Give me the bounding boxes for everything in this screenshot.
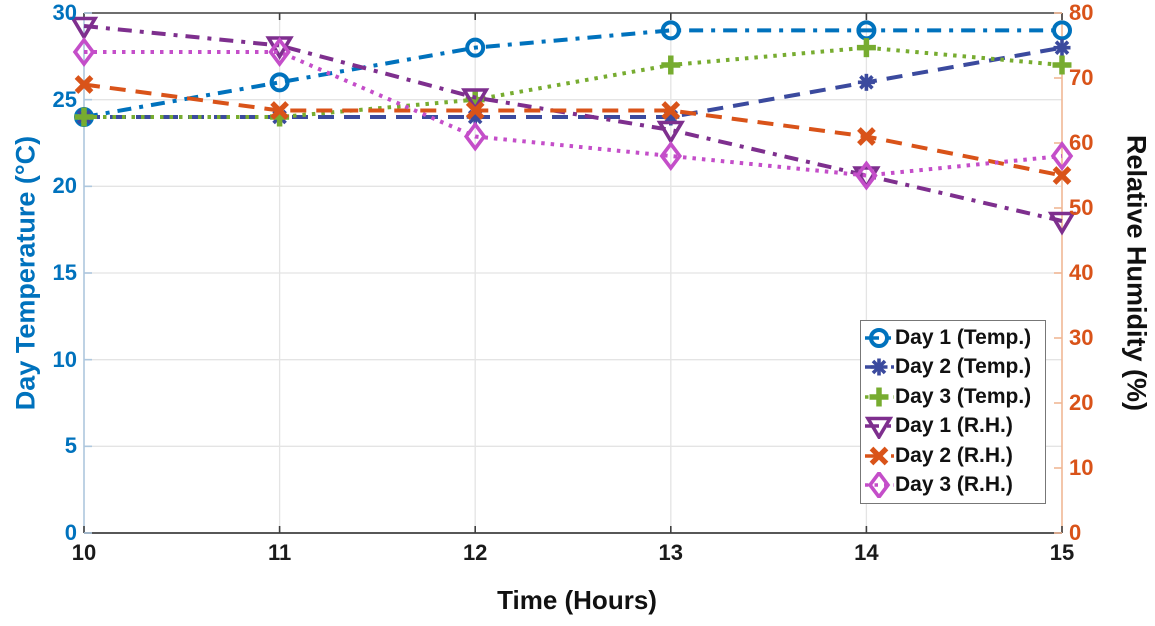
legend: Day 1 (Temp.) Day 2 (Temp.) Day 3 (Temp.… [860, 320, 1046, 504]
x-tick-label: 15 [1049, 540, 1075, 565]
marker-diamond [855, 160, 878, 191]
marker-triangle-down [461, 88, 490, 113]
right-tick-label: 80 [1069, 0, 1094, 25]
left-tick-label: 30 [52, 0, 77, 25]
marker-asterisk [1053, 39, 1071, 57]
marker-diamond [268, 37, 291, 67]
x-axis-label: Time (Hours) [497, 585, 657, 615]
marker-diamond [72, 37, 96, 67]
marker-circle [1052, 20, 1072, 41]
x-tick-label: 11 [267, 540, 292, 565]
marker-triangle-down [656, 120, 685, 145]
y-axis-label-right: Relative Humidity (%) [1121, 134, 1152, 412]
x-tick-label: 12 [462, 540, 488, 565]
marker-x [869, 446, 889, 466]
legend-item-day-2-temp: Day 2 (Temp.) [864, 353, 1043, 383]
legend-label: Day 3 (R.H.) [895, 473, 1013, 497]
marker-x [661, 101, 681, 120]
day-3-rh-marker-icon [864, 470, 895, 501]
marker-triangle-down [864, 416, 894, 441]
left-tick-label: 5 [64, 433, 77, 459]
series-line-day-1-temp [83, 28, 1062, 119]
left-tick-label: 20 [52, 173, 77, 199]
day-2-rh-marker-icon [864, 443, 895, 469]
marker-plus [1052, 55, 1072, 75]
marker-x [74, 75, 94, 94]
left-tick-label: 25 [52, 86, 77, 112]
marker-plus [74, 107, 94, 127]
marker-plus [661, 55, 681, 75]
right-tick-label: 60 [1069, 130, 1094, 155]
right-tick-label: 20 [1069, 390, 1094, 415]
marker-diamond [659, 141, 683, 171]
marker-diamond [1050, 141, 1074, 171]
day-1-rh-marker-icon [864, 413, 895, 441]
series-line-day-3-temp [84, 45, 1063, 119]
legend-label: Day 1 (R.H.) [895, 414, 1013, 438]
legend-label: Day 1 (Temp.) [895, 325, 1032, 349]
right-tick-label: 40 [1069, 260, 1094, 285]
day-2-temp-marker-icon [864, 354, 895, 380]
legend-item-day-3-temp: Day 3 (Temp.) [864, 382, 1043, 412]
x-tick-label: 13 [658, 540, 684, 565]
right-tick-label: 50 [1069, 195, 1094, 220]
left-tick-label: 10 [52, 346, 77, 372]
legend-label: Day 2 (R.H.) [895, 443, 1013, 467]
marker-triangle-down [1047, 211, 1077, 236]
marker-plus [856, 38, 876, 58]
marker-x [1052, 166, 1072, 185]
series-line-day-2-r-h [83, 82, 1063, 178]
marker-x [465, 101, 485, 120]
legend-label: Day 2 (Temp.) [895, 355, 1032, 379]
marker-asterisk [857, 73, 875, 91]
day-3-temp-marker-icon [864, 384, 895, 410]
series-line-day-2-temp [84, 45, 1063, 119]
series-line-day-1-r-h [83, 24, 1063, 223]
left-tick-label: 0 [64, 520, 77, 545]
marker-triangle-down [69, 16, 99, 41]
marker-x [270, 101, 289, 120]
marker-diamond [867, 470, 891, 501]
series-line-day-3-r-h [84, 50, 1063, 178]
right-tick-label: 30 [1069, 325, 1094, 350]
x-tick-label: 10 [71, 540, 97, 565]
legend-item-day-1-rh: Day 1 (R.H.) [864, 412, 1043, 442]
legend-item-day-1-temp: Day 1 (Temp.) [864, 323, 1043, 353]
marker-circle [269, 72, 290, 93]
right-tick-label: 0 [1069, 520, 1082, 545]
x-tick-label: 14 [854, 540, 879, 565]
marker-circle [660, 20, 681, 41]
left-tick-label: 15 [52, 260, 77, 285]
marker-circle [465, 37, 486, 58]
legend-label: Day 3 (Temp.) [895, 384, 1032, 408]
marker-diamond [463, 121, 487, 152]
marker-circle [869, 327, 889, 348]
right-tick-label: 10 [1069, 455, 1094, 480]
marker-plus [869, 387, 889, 407]
marker-x [857, 127, 876, 146]
legend-item-day-2-rh: Day 2 (R.H.) [864, 441, 1043, 471]
y-axis-label-left: Day Temperature (°C) [10, 135, 41, 411]
right-tick-label: 70 [1069, 65, 1094, 90]
marker-asterisk [870, 358, 888, 376]
legend-item-day-3-rh: Day 3 (R.H.) [864, 470, 1043, 501]
day-1-temp-marker-icon [864, 325, 895, 351]
